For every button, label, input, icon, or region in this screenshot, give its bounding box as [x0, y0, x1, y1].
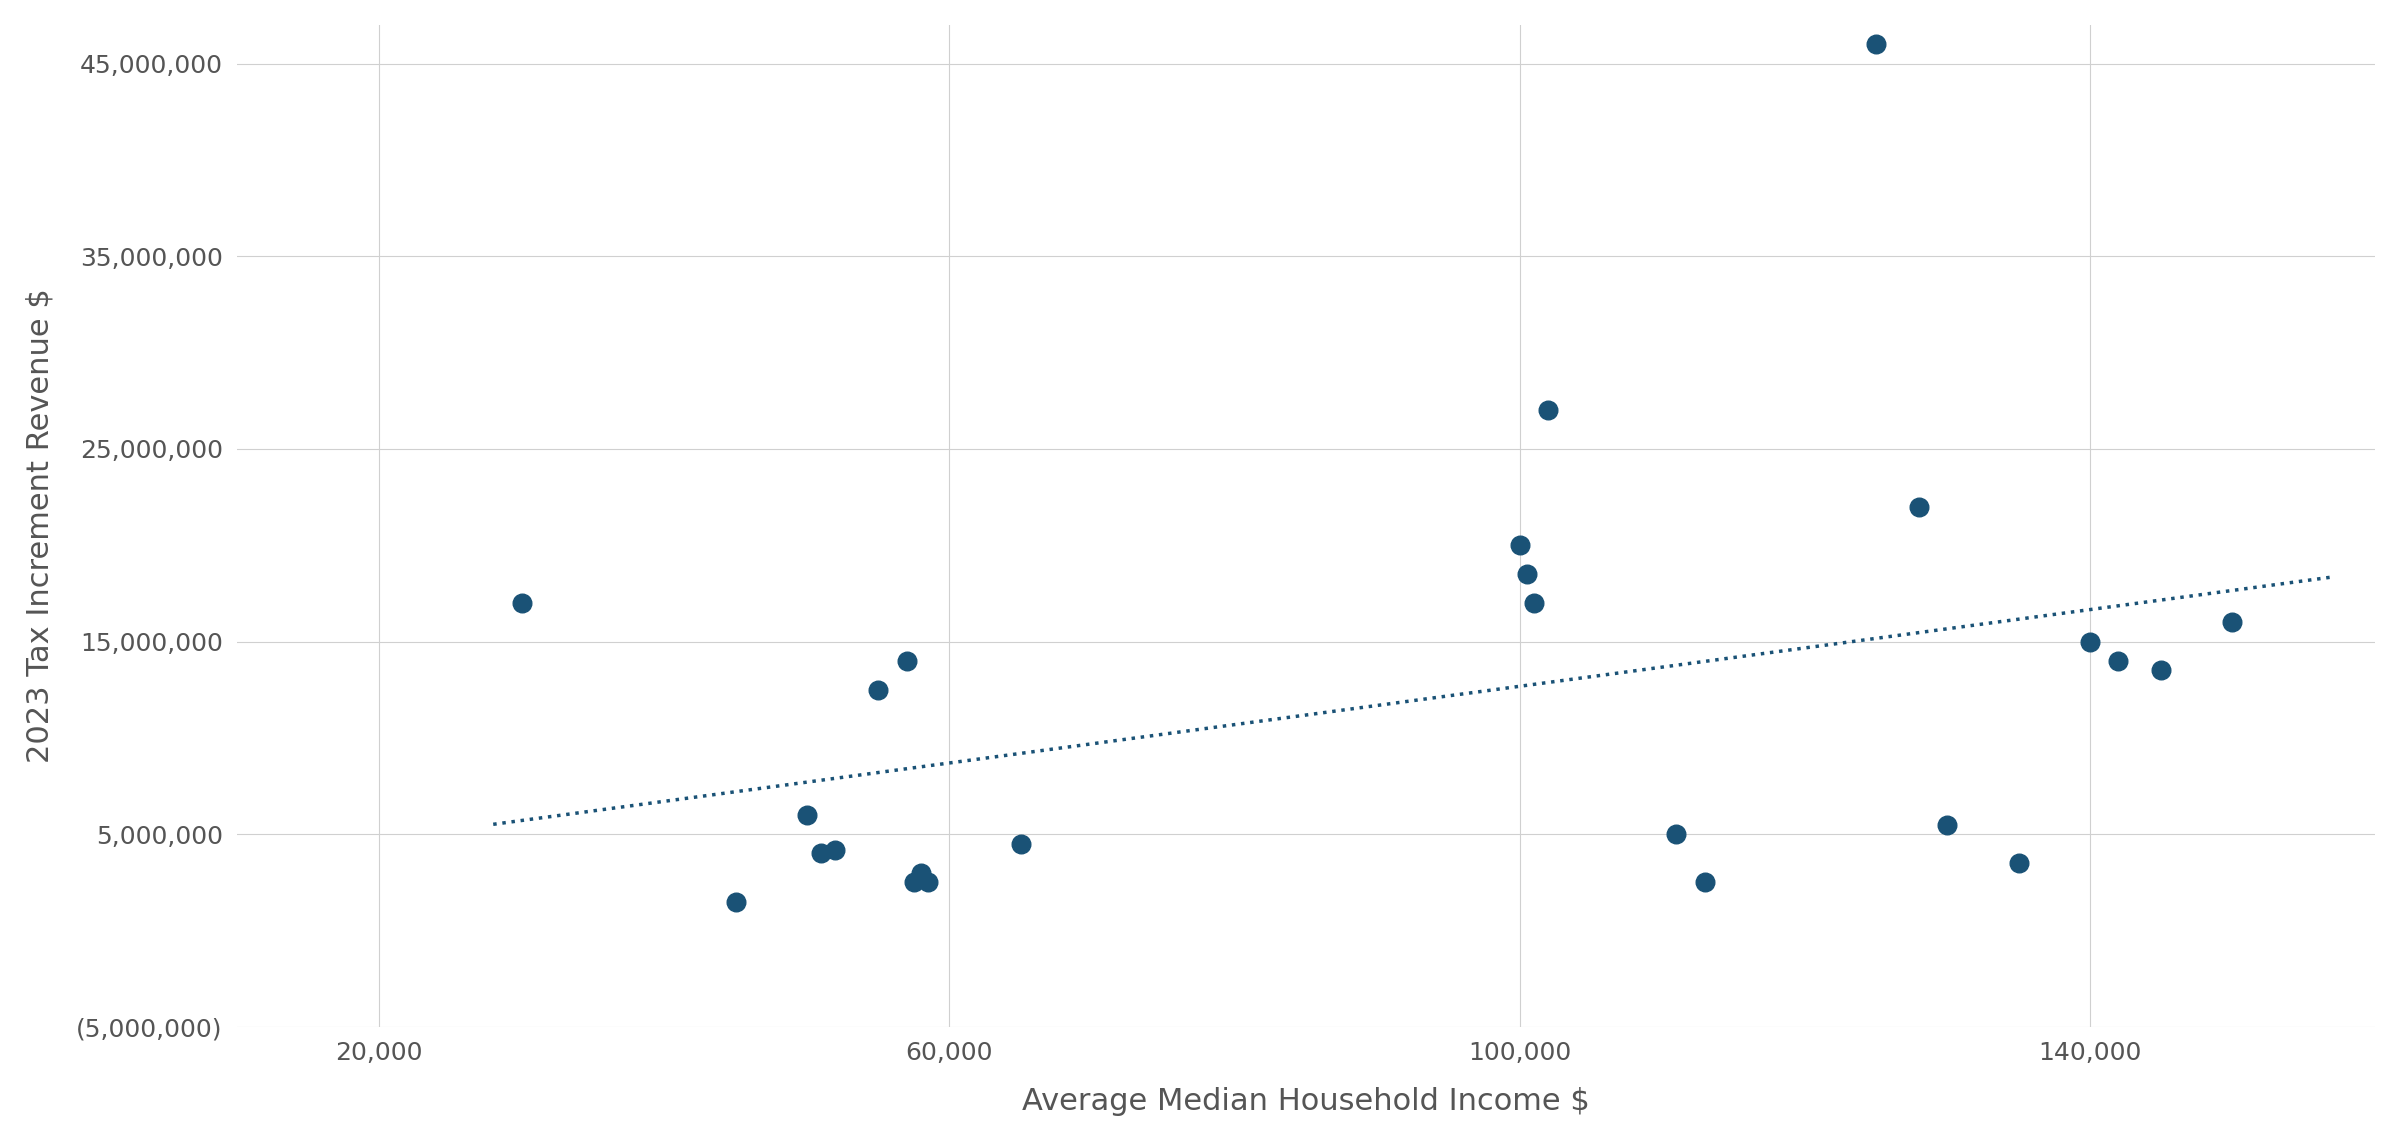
X-axis label: Average Median Household Income $: Average Median Household Income $ [1022, 1087, 1589, 1116]
Point [802, 844, 840, 863]
Point [1901, 497, 1939, 516]
Point [859, 680, 898, 698]
Point [1001, 835, 1039, 853]
Point [1529, 402, 1567, 420]
Point [902, 864, 941, 882]
Point [1685, 873, 1723, 891]
Point [2071, 632, 2110, 650]
Point [895, 873, 934, 891]
Point [1658, 825, 1697, 843]
Y-axis label: 2023 Tax Increment Revenue $: 2023 Tax Increment Revenue $ [24, 289, 55, 763]
Point [502, 593, 540, 612]
Point [888, 652, 926, 670]
Point [1858, 35, 1896, 54]
Point [1507, 565, 1546, 583]
Point [816, 841, 854, 859]
Point [787, 806, 826, 824]
Point [1514, 593, 1553, 612]
Point [2213, 613, 2251, 631]
Point [2100, 652, 2138, 670]
Point [1927, 816, 1966, 834]
Point [2141, 662, 2179, 680]
Point [1999, 853, 2038, 872]
Point [715, 892, 754, 911]
Point [1500, 536, 1538, 555]
Point [910, 873, 948, 891]
